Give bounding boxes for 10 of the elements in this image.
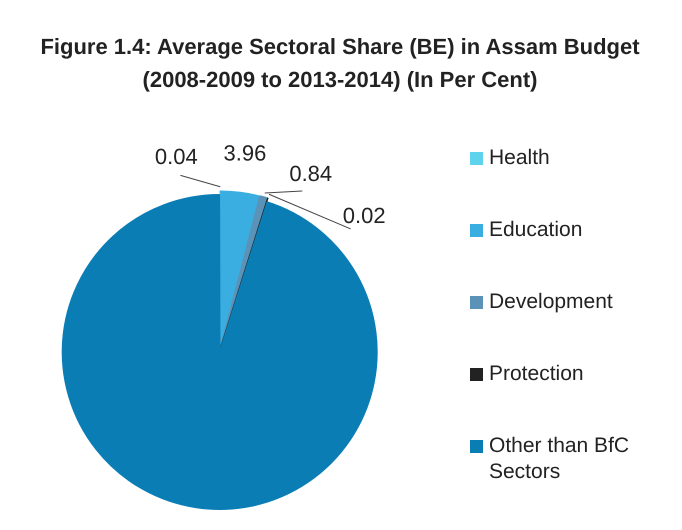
legend-label: Development bbox=[489, 289, 613, 315]
chart-title: Figure 1.4: Average Sectoral Share (BE) in Assam Budget (2008-2009 to 2013-2014) (In Per Cent) bbox=[39, 33, 641, 94]
legend-label: Other than BfC Sectors bbox=[489, 433, 630, 485]
legend-label: Protection bbox=[489, 361, 584, 387]
legend-label: Education bbox=[489, 217, 582, 243]
data-label: 0.04 bbox=[154, 144, 198, 169]
data-label: 0.84 bbox=[289, 161, 332, 186]
legend-label: Health bbox=[489, 145, 550, 171]
data-label: 0.02 bbox=[342, 203, 386, 228]
data-label: 3.96 bbox=[224, 140, 266, 166]
